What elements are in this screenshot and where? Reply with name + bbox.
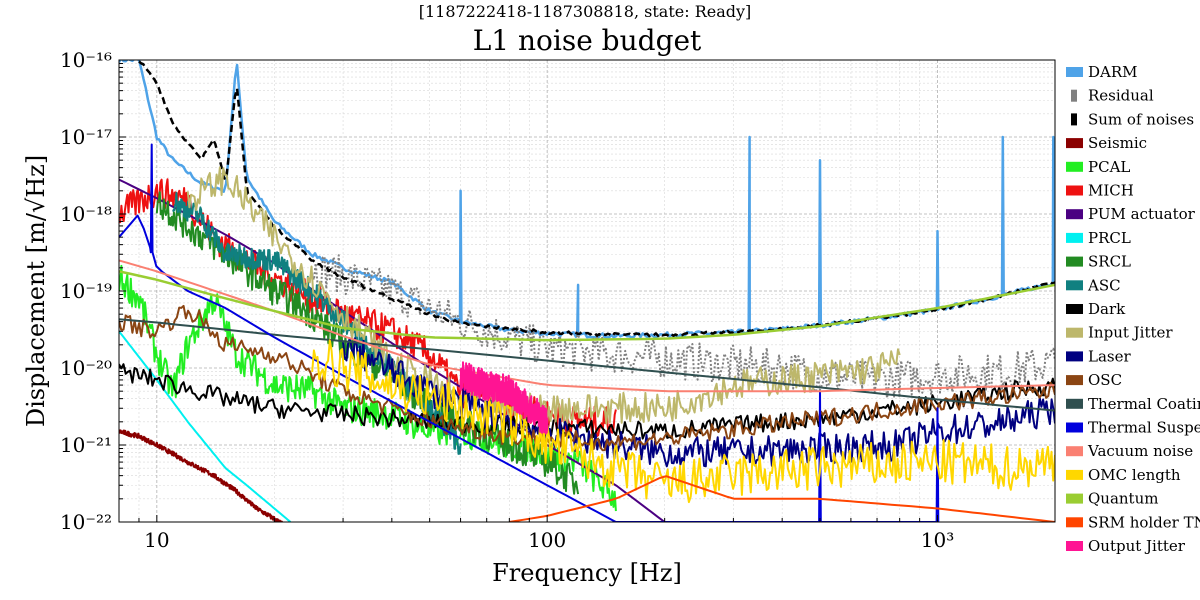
x-tick-labels: 10 100 10³ [144,528,954,552]
legend-swatch [1066,375,1083,386]
chart-supertitle: [1187222418-1187308818, state: Ready] [419,2,752,21]
legend-swatch [1066,422,1083,433]
series-line-quantum [119,270,1055,342]
legend-swatch [1066,446,1083,457]
legend-label: ASC [1087,276,1121,294]
legend-label: PCAL [1088,158,1130,176]
legend-swatch [1066,517,1083,528]
y-tick-label: 10⁻¹⁶ [60,48,112,72]
x-axis-label: Frequency [Hz] [492,559,682,587]
legend-label: SRCL [1088,253,1131,271]
x-tick-label: 10³ [921,528,954,552]
y-tick-label: 10⁻²² [60,510,112,534]
y-axis-label: Displacement [m/√Hz] [22,155,50,427]
legend-label: Dark [1088,300,1126,318]
legend-label: Output Jitter [1088,537,1186,555]
series-line-srm-holder-tn [509,475,1055,522]
legend-swatch [1066,185,1083,196]
axis-ticks [118,59,1056,523]
x-tick-label: 10 [144,528,169,552]
series-line-osc [119,304,1055,452]
series-line-thermal-suspension [119,143,940,522]
legend-swatch [1066,209,1083,220]
y-tick-label: 10⁻²⁰ [60,356,112,380]
legend-swatch [1066,304,1083,314]
legend-label: Quantum [1088,490,1158,508]
series-layer [119,60,1055,522]
legend-swatch [1066,398,1083,409]
legend-swatch [1066,493,1083,504]
legend-swatch [1066,138,1083,149]
legend-label: PUM actuator [1088,205,1196,223]
y-tick-label: 10⁻¹⁹ [60,279,112,303]
y-tick-labels: 10⁻²² 10⁻²¹ 10⁻²⁰ 10⁻¹⁹ 10⁻¹⁸ 10⁻¹⁷ 10⁻¹⁶ [60,48,112,534]
x-tick-label: 100 [528,528,566,552]
legend-label: Thermal Suspension [1088,419,1200,437]
legend-swatch [1066,541,1083,551]
legend-label: PRCL [1088,229,1131,247]
legend-label: Input Jitter [1088,324,1173,342]
y-tick-label: 10⁻¹⁸ [60,202,112,226]
legend-label: Vacuum noise [1087,442,1193,460]
legend-label: SRM holder TN [1088,513,1200,531]
series-line-input-jitter [186,166,901,425]
legend-label: OSC [1088,371,1122,389]
legend-label: Seismic [1088,134,1147,152]
chart-title: L1 noise budget [473,24,702,57]
legend-label: Thermal Coatings [1088,395,1200,413]
legend-label: Laser [1088,347,1131,365]
legend-label: DARM [1088,63,1138,81]
legend: DARM Residual Sum of noises Seismic PCAL MICH… [1066,63,1200,555]
legend-swatch [1066,67,1083,77]
legend-swatch [1066,469,1083,480]
y-tick-label: 10⁻¹⁷ [60,125,112,149]
legend-swatch [1066,161,1083,172]
series-line-omc-length [311,339,1055,504]
legend-swatch [1066,256,1083,267]
y-tick-label: 10⁻²¹ [60,433,112,457]
series-line-residual [311,254,1055,400]
legend-swatch [1066,232,1083,243]
legend-label: MICH [1088,182,1134,200]
legend-swatch [1071,113,1077,126]
legend-swatch [1066,351,1083,362]
legend-swatch [1066,280,1083,291]
series-line-output-jitter [459,361,549,435]
series-line-seismic [119,429,284,522]
legend-label: OMC length [1088,466,1181,484]
legend-label: Residual [1088,87,1154,105]
legend-label: Sum of noises [1088,110,1194,128]
legend-swatch [1071,89,1077,102]
series-line-sum-of-noises [138,60,1055,338]
legend-swatch [1066,327,1083,338]
series-line-thermal-coatings [119,318,1055,412]
series-line-prcl [119,330,292,522]
